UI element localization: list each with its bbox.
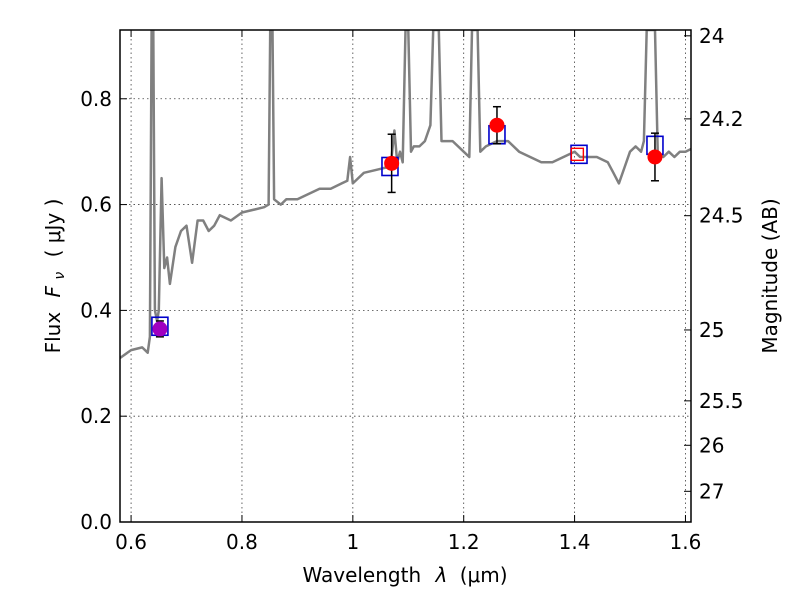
y2-tick-label: 27 bbox=[699, 479, 724, 503]
plot-area bbox=[120, 30, 691, 360]
y2-tick-label: 25.5 bbox=[699, 389, 744, 413]
plot-frame bbox=[119, 29, 692, 523]
x-axis-title: Wavelength λ (μm) bbox=[302, 563, 507, 587]
y-axis-title: Flux F ν ( μJy ) bbox=[41, 199, 69, 354]
error-bars bbox=[155, 105, 659, 338]
axis-ticks: 0.6 0.8 1 1.2 1.4 1.6 0.0 0.2 0.4 0.6 0.8 24 24.2 24.… bbox=[80, 24, 743, 554]
x-tick-label: 1.4 bbox=[559, 530, 591, 554]
observed-point bbox=[647, 149, 663, 165]
x-tick-label: 0.6 bbox=[115, 530, 147, 554]
y-tick-label: 0.4 bbox=[80, 298, 112, 322]
y2-tick-label: 24.2 bbox=[699, 107, 744, 131]
y2-tick-label: 25 bbox=[699, 318, 724, 342]
x-axis-label: Wavelength bbox=[302, 563, 421, 587]
y-tick-label: 0.0 bbox=[80, 510, 112, 534]
observed-point bbox=[152, 321, 168, 337]
x-tick-label: 0.8 bbox=[226, 530, 258, 554]
observed-point bbox=[570, 147, 585, 162]
spectrum-line bbox=[120, 30, 691, 360]
y2-tick-label: 24 bbox=[699, 24, 724, 48]
y2-tick-label: 24.5 bbox=[699, 204, 744, 228]
x-axis-symbol: λ bbox=[435, 563, 448, 587]
y2-tick-label: 26 bbox=[699, 433, 724, 457]
y-tick-label: 0.6 bbox=[80, 193, 112, 217]
y-axis-unit: ( μJy ) bbox=[41, 199, 65, 258]
x-axis-unit: (μm) bbox=[460, 563, 508, 587]
grid-lines bbox=[120, 30, 691, 523]
x-tick-label: 1.2 bbox=[448, 530, 480, 554]
observed-point bbox=[489, 117, 505, 133]
observed-points bbox=[152, 117, 663, 337]
model-boxes bbox=[151, 124, 664, 337]
y2-axis-title: Magnitude (AB) bbox=[758, 198, 782, 353]
y-axis-label: Flux bbox=[41, 312, 65, 354]
y-tick-label: 0.8 bbox=[80, 87, 112, 111]
y-tick-label: 0.2 bbox=[80, 404, 112, 428]
x-tick-label: 1 bbox=[346, 530, 359, 554]
x-tick-label: 1.6 bbox=[670, 530, 702, 554]
y-axis-subscript: ν bbox=[52, 272, 68, 280]
observed-point bbox=[384, 155, 400, 171]
y-axis-symbol: F bbox=[41, 285, 65, 297]
